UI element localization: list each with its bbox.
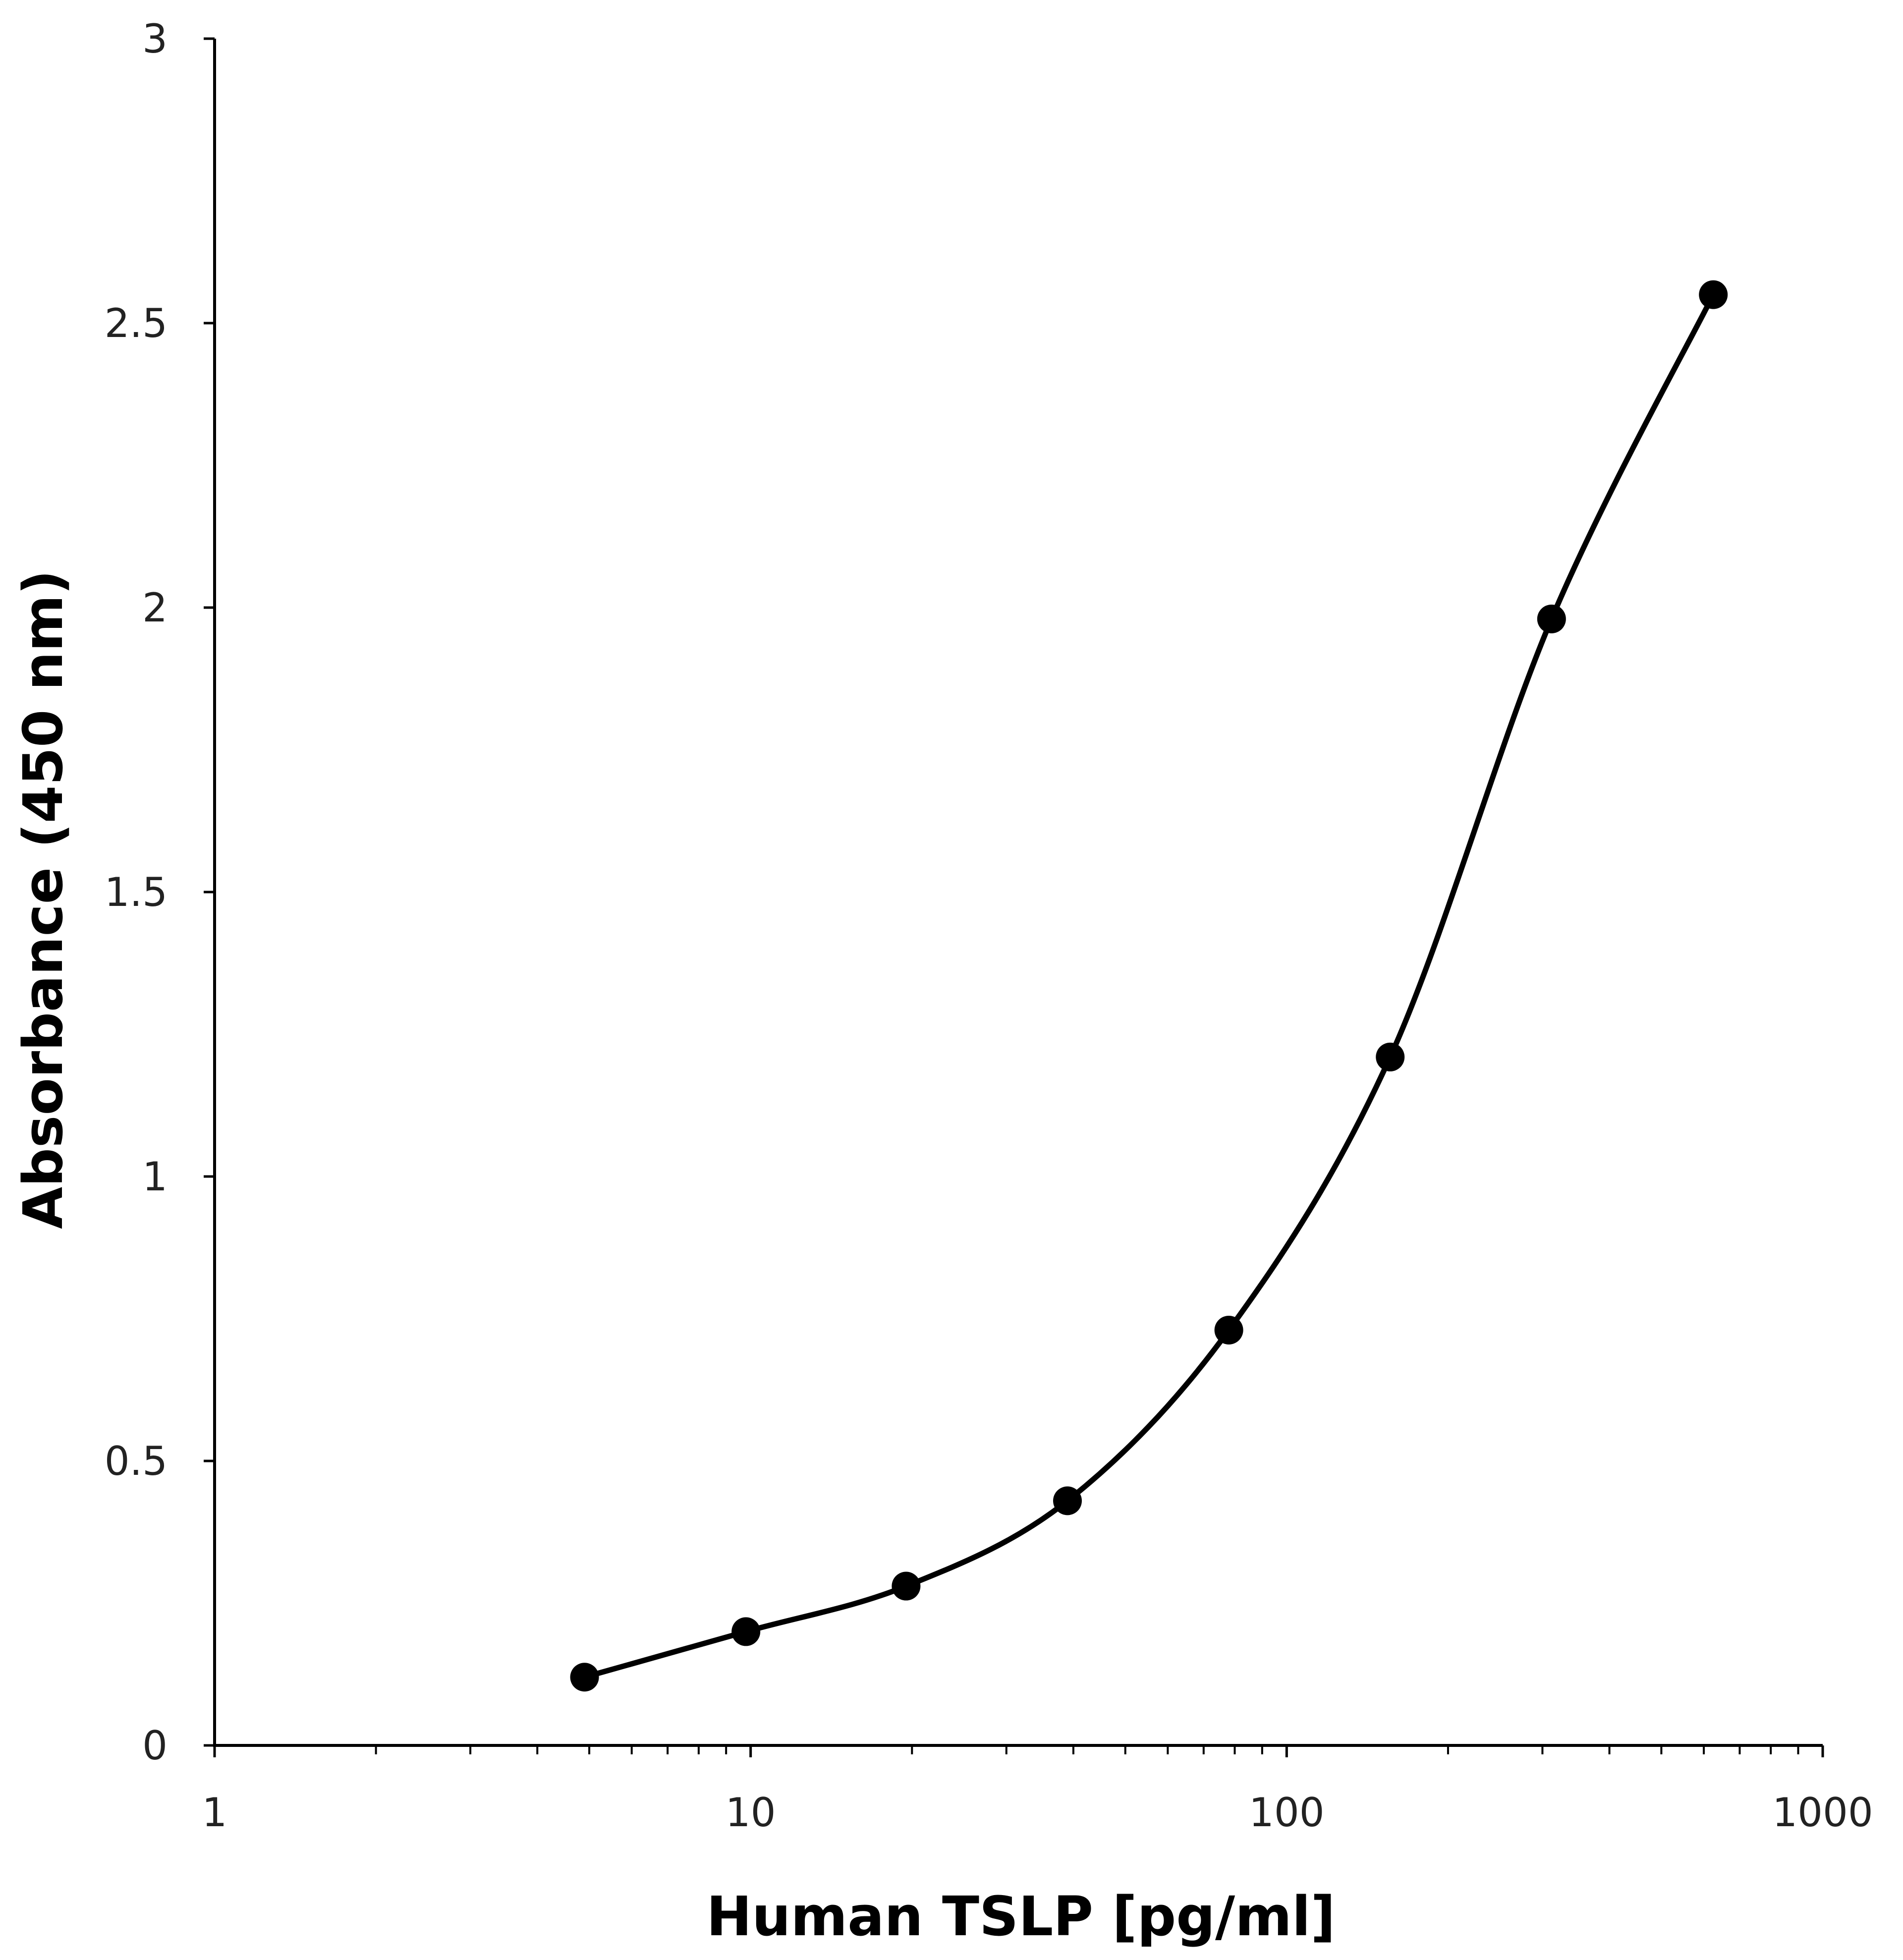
y-tick-label: 2 bbox=[142, 585, 168, 631]
axes bbox=[213, 39, 1823, 1747]
x-tick-label: 1 bbox=[202, 1790, 227, 1836]
data-point bbox=[892, 1571, 921, 1601]
x-tick-label: 1000 bbox=[1772, 1790, 1873, 1836]
x-tick-label: 10 bbox=[726, 1790, 776, 1836]
series-line bbox=[582, 292, 1716, 1680]
y-tick-label: 2.5 bbox=[105, 300, 168, 346]
y-tick-label: 0.5 bbox=[105, 1438, 168, 1484]
data-point bbox=[1214, 1315, 1243, 1344]
tick-labels: 0 0.5 1 1.5 2 2.5 3 1 10 100 1000 bbox=[105, 16, 1873, 1836]
data-point bbox=[1376, 1042, 1405, 1071]
series-layer bbox=[570, 280, 1728, 1692]
data-point bbox=[1053, 1486, 1082, 1515]
y-tick-label: 0 bbox=[142, 1723, 168, 1769]
y-tick-label: 3 bbox=[142, 16, 168, 62]
x-axis-title: Human TSLP [pg/ml] bbox=[706, 1885, 1336, 1948]
data-point bbox=[1537, 604, 1566, 633]
y-tick-label: 1.5 bbox=[105, 869, 168, 915]
data-point bbox=[1699, 280, 1728, 309]
data-point bbox=[570, 1663, 599, 1692]
ticks bbox=[204, 37, 1824, 1757]
data-point bbox=[731, 1617, 761, 1646]
x-tick-label: 100 bbox=[1249, 1790, 1325, 1836]
y-axis-title: Absorbance (450 nm) bbox=[11, 570, 75, 1229]
y-tick-label: 1 bbox=[142, 1154, 168, 1200]
